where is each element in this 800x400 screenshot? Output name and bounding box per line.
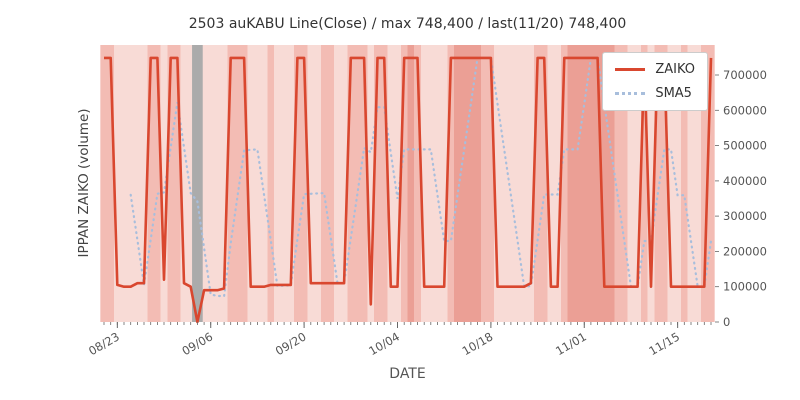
x-axis-label: DATE: [389, 366, 426, 382]
x-tick-label: 08/23: [86, 329, 122, 358]
x-tick-label: 10/18: [460, 329, 496, 358]
legend-item-sma5: SMA5: [615, 86, 695, 101]
x-tick-label: 09/06: [179, 329, 215, 358]
y-axis-ticks: 0 100000 200000 300000 400000 500000 600000 700…: [715, 68, 767, 329]
y-axis-label: IPPAN ZAIKO (volume): [76, 108, 92, 258]
y-tick-label: 700000: [723, 68, 767, 82]
x-axis-ticks: 08/23 09/06 09/20 10/04 10/18 11/01 11/15: [86, 322, 712, 358]
zaiko-line: [104, 56, 713, 324]
y-tick-label: 600000: [723, 103, 767, 117]
legend-label-sma5: SMA5: [655, 86, 692, 101]
legend-label-zaiko: ZAIKO: [655, 62, 695, 77]
y-tick-label: 500000: [723, 139, 767, 153]
y-tick-label: 300000: [723, 209, 767, 223]
gray-highlight-band: [192, 45, 203, 322]
legend: ZAIKO SMA5: [602, 52, 708, 111]
day-bands: [100, 45, 715, 322]
x-tick-label: 11/15: [646, 329, 682, 358]
y-tick-label: 100000: [723, 280, 767, 294]
x-tick-label: 09/20: [273, 329, 309, 358]
sma5-line: [129, 56, 713, 298]
y-tick-label: 400000: [723, 174, 767, 188]
zaiko-line-sample: [615, 68, 646, 71]
y-tick-label: 0: [723, 315, 730, 329]
legend-item-zaiko: ZAIKO: [615, 62, 695, 77]
sma5-line-sample: [615, 92, 646, 95]
x-tick-label: 10/04: [366, 329, 402, 358]
y-tick-label: 200000: [723, 244, 767, 258]
x-tick-label: 11/01: [553, 329, 589, 358]
chart-title: 2503 auKABU Line(Close) / max 748,400 / …: [188, 16, 627, 32]
